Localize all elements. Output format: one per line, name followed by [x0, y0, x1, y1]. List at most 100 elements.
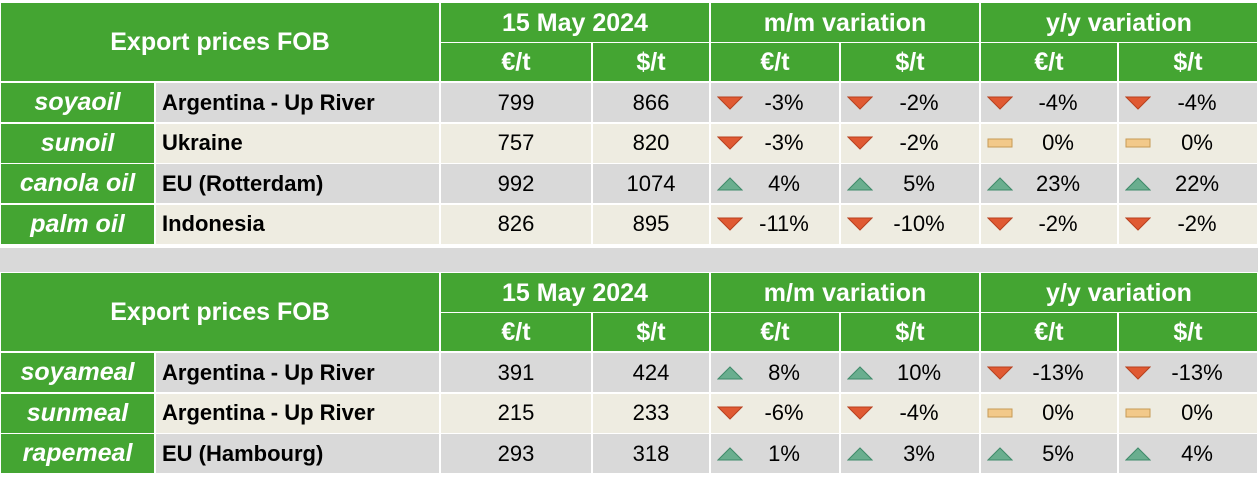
price: 799 — [440, 82, 592, 123]
variation: -11% — [710, 203, 840, 245]
variation: -4% — [840, 392, 980, 434]
trend-icon — [987, 176, 1013, 190]
unit-header: $/t — [592, 312, 710, 352]
unit-header-text: $/t — [1173, 317, 1203, 346]
group-header: 15 May 2024 — [440, 272, 710, 314]
variation: -6% — [710, 392, 840, 434]
product: rapemeal — [0, 433, 155, 474]
variation: 4% — [1118, 433, 1258, 474]
unit-header-text: $/t — [895, 47, 925, 76]
unit-header-text: €/t — [1034, 317, 1064, 346]
price-text: 826 — [497, 211, 535, 236]
origin-text: EU (Rotterdam) — [162, 170, 324, 196]
price: 424 — [592, 352, 710, 393]
origin-text: Indonesia — [162, 211, 265, 236]
price-text: 391 — [497, 359, 535, 385]
origin: Argentina - Up River — [155, 352, 440, 393]
unit-header: €/t — [440, 42, 592, 82]
unit-header-text: $/t — [895, 317, 925, 346]
price-text: 992 — [497, 170, 535, 196]
price-text: 318 — [632, 440, 670, 466]
price-text: 233 — [632, 400, 670, 425]
origin: Ukraine — [155, 122, 440, 164]
trend-icon — [717, 365, 743, 379]
trend-icon — [847, 365, 873, 379]
trend-icon — [847, 96, 873, 110]
trend-icon — [1125, 217, 1151, 231]
variation-text: -4% — [1038, 89, 1078, 115]
variation: 0% — [1118, 122, 1258, 164]
header-title-text: Export prices FOB — [110, 27, 330, 56]
trend-icon — [987, 96, 1013, 110]
variation-text: 5% — [903, 170, 935, 196]
variation: -3% — [710, 122, 840, 164]
price: 826 — [440, 203, 592, 245]
trend-icon — [987, 446, 1013, 460]
product-text: palm oil — [30, 209, 125, 238]
variation: -2% — [840, 122, 980, 164]
origin-text: Argentina - Up River — [162, 400, 375, 425]
trend-icon — [717, 446, 743, 460]
price: 866 — [592, 82, 710, 123]
price-text: 293 — [497, 440, 535, 466]
variation-text: -2% — [899, 130, 939, 155]
header-title-text: Export prices FOB — [110, 297, 330, 326]
group-header-text: m/m variation — [763, 8, 927, 37]
price: 318 — [592, 433, 710, 474]
origin-text: EU (Hambourg) — [162, 440, 324, 466]
variation-text: -3% — [764, 89, 804, 115]
trend-icon — [847, 446, 873, 460]
price: 293 — [440, 433, 592, 474]
variation-text: 0% — [1181, 400, 1213, 425]
price-text: 1074 — [626, 170, 676, 196]
group-header-text: 15 May 2024 — [502, 8, 648, 37]
variation: 10% — [840, 352, 980, 393]
unit-header: $/t — [1118, 312, 1258, 352]
trend-icon — [1125, 408, 1151, 418]
variation-text: -4% — [899, 400, 939, 425]
variation: 3% — [840, 433, 980, 474]
unit-header: €/t — [710, 42, 840, 82]
trend-icon — [717, 406, 743, 420]
price: 1074 — [592, 163, 710, 204]
trend-icon — [717, 136, 743, 150]
group-header-text: 15 May 2024 — [502, 278, 648, 307]
price: 215 — [440, 392, 592, 434]
variation-text: -13% — [1171, 359, 1223, 385]
group-header-text: m/m variation — [763, 278, 927, 307]
product: sunoil — [0, 122, 155, 164]
variation-text: -10% — [893, 211, 945, 236]
price-text: 799 — [497, 89, 535, 115]
price-text: 424 — [632, 359, 670, 385]
variation-text: 4% — [1181, 440, 1213, 466]
unit-header-text: $/t — [636, 317, 666, 346]
variation: -4% — [980, 82, 1118, 123]
trend-icon — [987, 217, 1013, 231]
group-header: m/m variation — [710, 2, 980, 44]
price: 992 — [440, 163, 592, 204]
unit-header-text: €/t — [760, 317, 790, 346]
variation: -2% — [980, 203, 1118, 245]
variation: 22% — [1118, 163, 1258, 204]
variation-text: -13% — [1032, 359, 1084, 385]
variation: -4% — [1118, 82, 1258, 123]
unit-header-text: €/t — [1034, 47, 1064, 76]
variation-text: -4% — [1177, 89, 1217, 115]
trend-icon — [717, 217, 743, 231]
unit-header: $/t — [840, 42, 980, 82]
origin: Argentina - Up River — [155, 82, 440, 123]
trend-icon — [1125, 176, 1151, 190]
variation: 5% — [840, 163, 980, 204]
product-text: sunmeal — [26, 398, 129, 427]
trend-icon — [717, 96, 743, 110]
price-text: 895 — [632, 211, 670, 236]
variation-text: 23% — [1035, 170, 1081, 196]
product-text: soyaoil — [34, 88, 121, 116]
unit-header: $/t — [840, 312, 980, 352]
unit-header: $/t — [1118, 42, 1258, 82]
variation: 4% — [710, 163, 840, 204]
variation-text: 8% — [768, 359, 800, 385]
group-header: 15 May 2024 — [440, 2, 710, 44]
variation-text: 1% — [768, 440, 800, 466]
origin: EU (Rotterdam) — [155, 163, 440, 204]
